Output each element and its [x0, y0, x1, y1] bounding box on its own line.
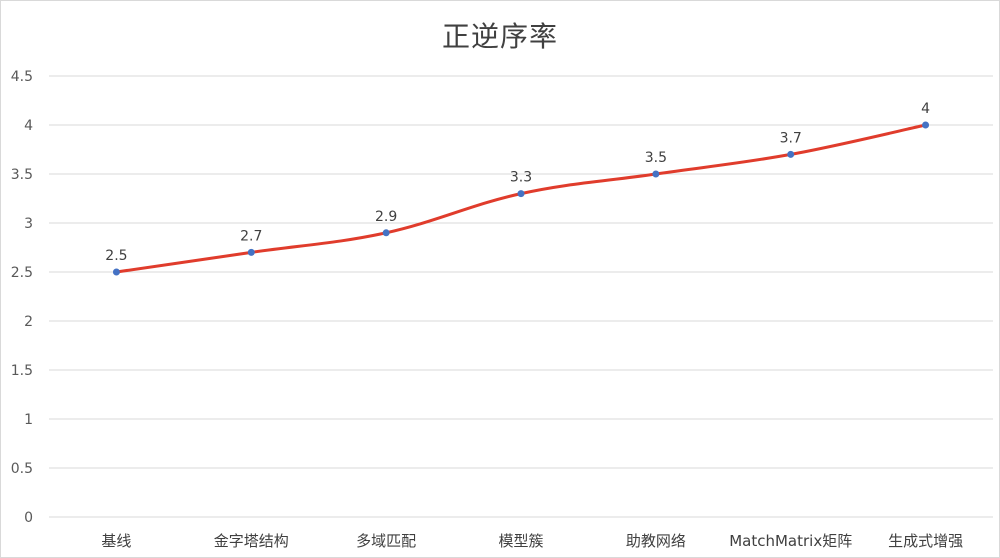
x-category-label: MatchMatrix矩阵 [729, 532, 852, 550]
y-tick-label: 0.5 [11, 461, 33, 477]
x-category-label: 多域匹配 [356, 532, 416, 550]
x-category-label: 模型簇 [498, 532, 543, 550]
y-axis-tick-labels: 0 0.5 1 1.5 2 2.5 3 3.5 4 4.5 [11, 69, 33, 526]
y-tick-label: 2 [24, 314, 33, 330]
gridlines [49, 75, 993, 518]
data-label: 2.5 [105, 248, 127, 264]
series-line-group [114, 123, 928, 274]
data-point [652, 170, 660, 178]
data-label: 3.5 [645, 150, 667, 166]
data-point [247, 248, 255, 256]
x-category-label: 助教网络 [626, 532, 686, 550]
y-tick-label: 3.5 [11, 167, 33, 183]
x-axis-category-labels: 基线 金字塔结构 多域匹配 模型簇 助教网络 MatchMatrix矩阵 生成式增强 [101, 532, 963, 550]
y-tick-label: 0 [24, 510, 33, 526]
data-label: 3.3 [510, 170, 532, 186]
x-category-label: 基线 [101, 532, 131, 550]
data-label: 4 [921, 101, 930, 117]
y-tick-label: 3 [24, 216, 33, 232]
data-label: 2.9 [375, 209, 397, 225]
data-point [382, 229, 390, 237]
y-tick-label: 2.5 [11, 265, 33, 281]
series-markers [112, 121, 930, 276]
data-label: 2.7 [240, 228, 262, 244]
y-tick-label: 4 [24, 118, 33, 134]
data-point [112, 268, 120, 276]
data-label: 3.7 [780, 130, 802, 146]
y-tick-label: 1.5 [11, 363, 33, 379]
y-tick-label: 1 [24, 412, 33, 428]
chart-title: 正逆序率 [441, 20, 558, 53]
x-category-label: 生成式增强 [888, 532, 963, 550]
series-line [114, 123, 928, 274]
data-point [517, 190, 525, 198]
data-labels: 2.5 2.7 2.9 3.3 3.5 3.7 4 [105, 101, 930, 264]
y-tick-label: 4.5 [11, 69, 33, 85]
data-point [787, 150, 795, 158]
data-point [922, 121, 930, 129]
x-category-label: 金字塔结构 [214, 532, 289, 550]
